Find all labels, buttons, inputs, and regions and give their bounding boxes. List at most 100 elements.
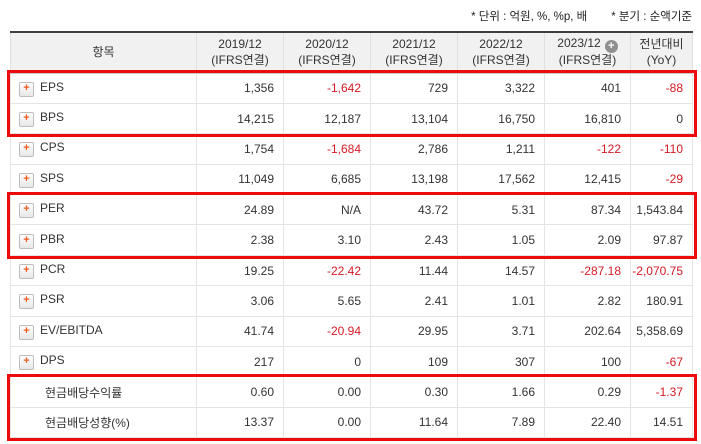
value-cell-dps-5: -67 — [630, 346, 693, 378]
row-label: PCR — [40, 262, 66, 277]
value-cell-bps-0: 14,215 — [196, 102, 284, 135]
row-label-cell-ev-ebitda: + EV/EBITDA — [10, 315, 197, 348]
value-cell-sps-1: 6,685 — [283, 163, 371, 196]
column-sub-label: (IFRS연결) — [558, 53, 617, 68]
value-cell-pcr-4: -287.18 — [544, 254, 631, 287]
value-cell-sps-0: 11,049 — [196, 163, 284, 196]
value-cell-ev-ebitda-5: 5,358.69 — [630, 315, 693, 348]
row-label: PER — [40, 201, 65, 216]
row-label-cell-cash-dividend-payout: 현금배당성향(%) — [10, 406, 197, 439]
column-year-line: 2020/12 — [284, 37, 370, 53]
table-row-pcr: + PCR 19.25 -22.42 11.44 14.57 -287.18 -2,070.7… — [10, 254, 693, 287]
row-label: EV/EBITDA — [40, 322, 103, 337]
row-label-cell-eps: + EPS — [10, 72, 197, 104]
column-header-2021-12: 2021/12 (IFRS연결) — [370, 31, 458, 74]
column-header-2022-12: 2022/12 (IFRS연결) — [457, 31, 545, 74]
value-cell-pbr-2: 2.43 — [370, 224, 458, 256]
expand-plus-icon[interactable]: + — [19, 81, 34, 97]
value-cell-eps-1: -1,642 — [283, 72, 371, 104]
row-label: CPS — [40, 140, 65, 155]
value-cell-cash-dividend-payout-2: 11.64 — [370, 406, 458, 439]
value-cell-cps-3: 1,211 — [457, 133, 545, 165]
financial-ratio-table: 항목 2019/12 (IFRS연결) 2020/12 (IFRS연결) 2021/12(… — [10, 31, 693, 439]
table-row-psr: + PSR 3.06 5.65 2.41 1.01 2.82 180.91 — [10, 285, 693, 317]
unit-note: * 단위 : 억원, %, %p, 배 — [471, 11, 588, 23]
value-cell-per-2: 43.72 — [370, 194, 458, 226]
value-cell-pbr-1: 3.10 — [283, 224, 371, 256]
expand-plus-icon[interactable]: + — [19, 203, 34, 219]
table-row-sps: + SPS 11,049 6,685 13,198 17,562 12,415 -29 — [10, 163, 693, 196]
expand-plus-icon[interactable]: + — [19, 142, 34, 158]
value-cell-cps-2: 2,786 — [370, 133, 458, 165]
value-cell-sps-4: 12,415 — [544, 163, 631, 196]
column-year-label: 2021/12 — [392, 37, 436, 52]
value-cell-per-4: 87.34 — [544, 194, 631, 226]
expand-plus-icon[interactable]: + — [19, 112, 34, 128]
value-cell-cash-dividend-payout-5: 14.51 — [630, 406, 693, 439]
row-label: BPS — [40, 110, 65, 125]
value-cell-cps-0: 1,754 — [196, 133, 284, 165]
value-cell-pcr-3: 14.57 — [457, 254, 545, 287]
value-cell-eps-5: -88 — [630, 72, 693, 104]
expand-plus-icon[interactable]: + — [19, 294, 34, 310]
column-sub-label: (IFRS연결) — [472, 52, 530, 67]
row-label-cell-dps: + DPS — [10, 346, 197, 378]
value-cell-bps-3: 16,750 — [457, 102, 545, 135]
value-cell-cash-dividend-yield-2: 0.30 — [370, 376, 458, 408]
value-cell-ev-ebitda-0: 41.74 — [196, 315, 284, 348]
value-cell-cash-dividend-payout-0: 13.37 — [196, 406, 284, 439]
table-row-ev-ebitda: + EV/EBITDA 41.74 -20.94 29.95 3.71 202.64 5,35… — [10, 315, 693, 348]
value-cell-pcr-5: -2,070.75 — [630, 254, 693, 287]
column-header-2020-12: 2020/12 (IFRS연결) — [283, 31, 371, 74]
value-cell-per-5: 1,543.84 — [630, 194, 693, 226]
row-label-cell-per: + PER — [10, 194, 197, 226]
value-cell-psr-0: 3.06 — [196, 285, 284, 317]
value-cell-eps-0: 1,356 — [196, 72, 284, 104]
row-label: DPS — [40, 353, 65, 368]
value-cell-pbr-0: 2.38 — [196, 224, 284, 256]
expand-plus-icon[interactable]: + — [19, 233, 34, 249]
expand-plus-icon[interactable]: + — [19, 324, 34, 340]
value-cell-psr-3: 1.01 — [457, 285, 545, 317]
value-cell-cash-dividend-yield-4: 0.29 — [544, 376, 631, 408]
value-cell-cash-dividend-payout-1: 0.00 — [283, 406, 371, 439]
value-cell-cps-1: -1,684 — [283, 133, 371, 165]
column-sub-label: (IFRS연결) — [211, 52, 269, 67]
value-cell-eps-4: 401 — [544, 72, 631, 104]
value-cell-bps-5: 0 — [630, 102, 693, 135]
row-label: PSR — [40, 292, 65, 307]
row-label: SPS — [40, 170, 65, 185]
row-label: PBR — [40, 231, 65, 246]
column-header-2023-12: 2023/12 + (IFRS연결) — [544, 31, 631, 74]
value-cell-ev-ebitda-1: -20.94 — [283, 315, 371, 348]
table-row-cash-dividend-payout: 현금배당성향(%) 13.37 0.00 11.64 7.89 22.40 14.51 — [10, 406, 693, 439]
yoy-sub-label: (YoY) — [646, 52, 677, 67]
table-notes: * 단위 : 억원, %, %p, 배 * 분기 : 순액기준 — [471, 8, 692, 24]
value-cell-sps-3: 17,562 — [457, 163, 545, 196]
value-cell-psr-2: 2.41 — [370, 285, 458, 317]
row-label-cell-sps: + SPS — [10, 163, 197, 196]
table-row-per: + PER 24.89 N/A 43.72 5.31 87.34 1,543.84 — [10, 194, 693, 226]
value-cell-dps-0: 217 — [196, 346, 284, 378]
row-label: 현금배당수익률 — [45, 385, 123, 400]
value-cell-bps-2: 13,104 — [370, 102, 458, 135]
expand-plus-icon[interactable]: + — [19, 172, 34, 188]
value-cell-ev-ebitda-3: 3.71 — [457, 315, 545, 348]
table-row-cash-dividend-yield: 현금배당수익률 0.60 0.00 0.30 1.66 0.29 -1.37 — [10, 376, 693, 408]
expand-plus-icon[interactable]: + — [19, 264, 34, 280]
table-row-eps: + EPS 1,356 -1,642 729 3,322 401 -88 — [10, 72, 693, 104]
value-cell-psr-1: 5.65 — [283, 285, 371, 317]
table-header-row: 항목 2019/12 (IFRS연결) 2020/12 (IFRS연결) 2021/12(… — [10, 31, 693, 74]
value-cell-eps-3: 3,322 — [457, 72, 545, 104]
column-year-line: 2021/12 — [371, 37, 457, 53]
value-cell-dps-2: 109 — [370, 346, 458, 378]
row-label: EPS — [40, 79, 65, 94]
row-label-cell-cps: + CPS — [10, 133, 197, 165]
row-label-cell-bps: + BPS — [10, 102, 197, 135]
add-year-icon[interactable]: + — [604, 40, 618, 54]
table-row-dps: + DPS 217 0 109 307 100 -67 — [10, 346, 693, 378]
value-cell-ev-ebitda-2: 29.95 — [370, 315, 458, 348]
column-year-line: 2022/12 — [458, 37, 544, 53]
value-cell-dps-1: 0 — [283, 346, 371, 378]
expand-plus-icon[interactable]: + — [19, 355, 34, 371]
